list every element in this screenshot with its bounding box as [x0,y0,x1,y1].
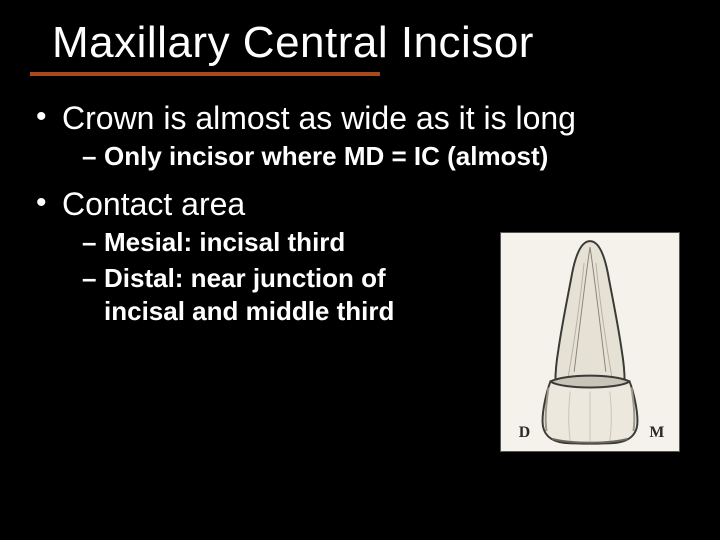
label-m: M [649,424,664,441]
label-d: D [519,424,530,441]
tooth-illustration-container: D M [500,232,690,452]
bullet-list: Crown is almost as wide as it is long On… [36,98,690,452]
bullet-2-2: Distal: near junction of incisal and mid… [82,262,462,330]
bullet-2-sub: Mesial: incisal third Distal: near junct… [82,226,462,329]
bullet-1: Crown is almost as wide as it is long On… [36,98,690,174]
bullet-2-1-text: Mesial: incisal third [104,227,345,257]
tooth-svg: D M [501,233,679,451]
bullet-2-2-text: Distal: near junction of incisal and mid… [104,263,394,327]
slide: Maxillary Central Incisor Crown is almos… [0,0,720,540]
bullet-1-1-text: Only incisor where MD = IC (almost) [104,141,548,171]
bullet-1-text: Crown is almost as wide as it is long [62,100,576,136]
tooth-illustration: D M [500,232,680,452]
bullet-2: Contact area Mesial: incisal third Dista… [36,184,690,452]
bullet-1-sub: Only incisor where MD = IC (almost) [82,140,690,174]
bullet-1-1: Only incisor where MD = IC (almost) [82,140,690,174]
slide-title: Maxillary Central Incisor [52,18,690,68]
title-underline [30,72,380,76]
bullet-2-text: Contact area [62,186,245,222]
bullet-2-1: Mesial: incisal third [82,226,462,260]
